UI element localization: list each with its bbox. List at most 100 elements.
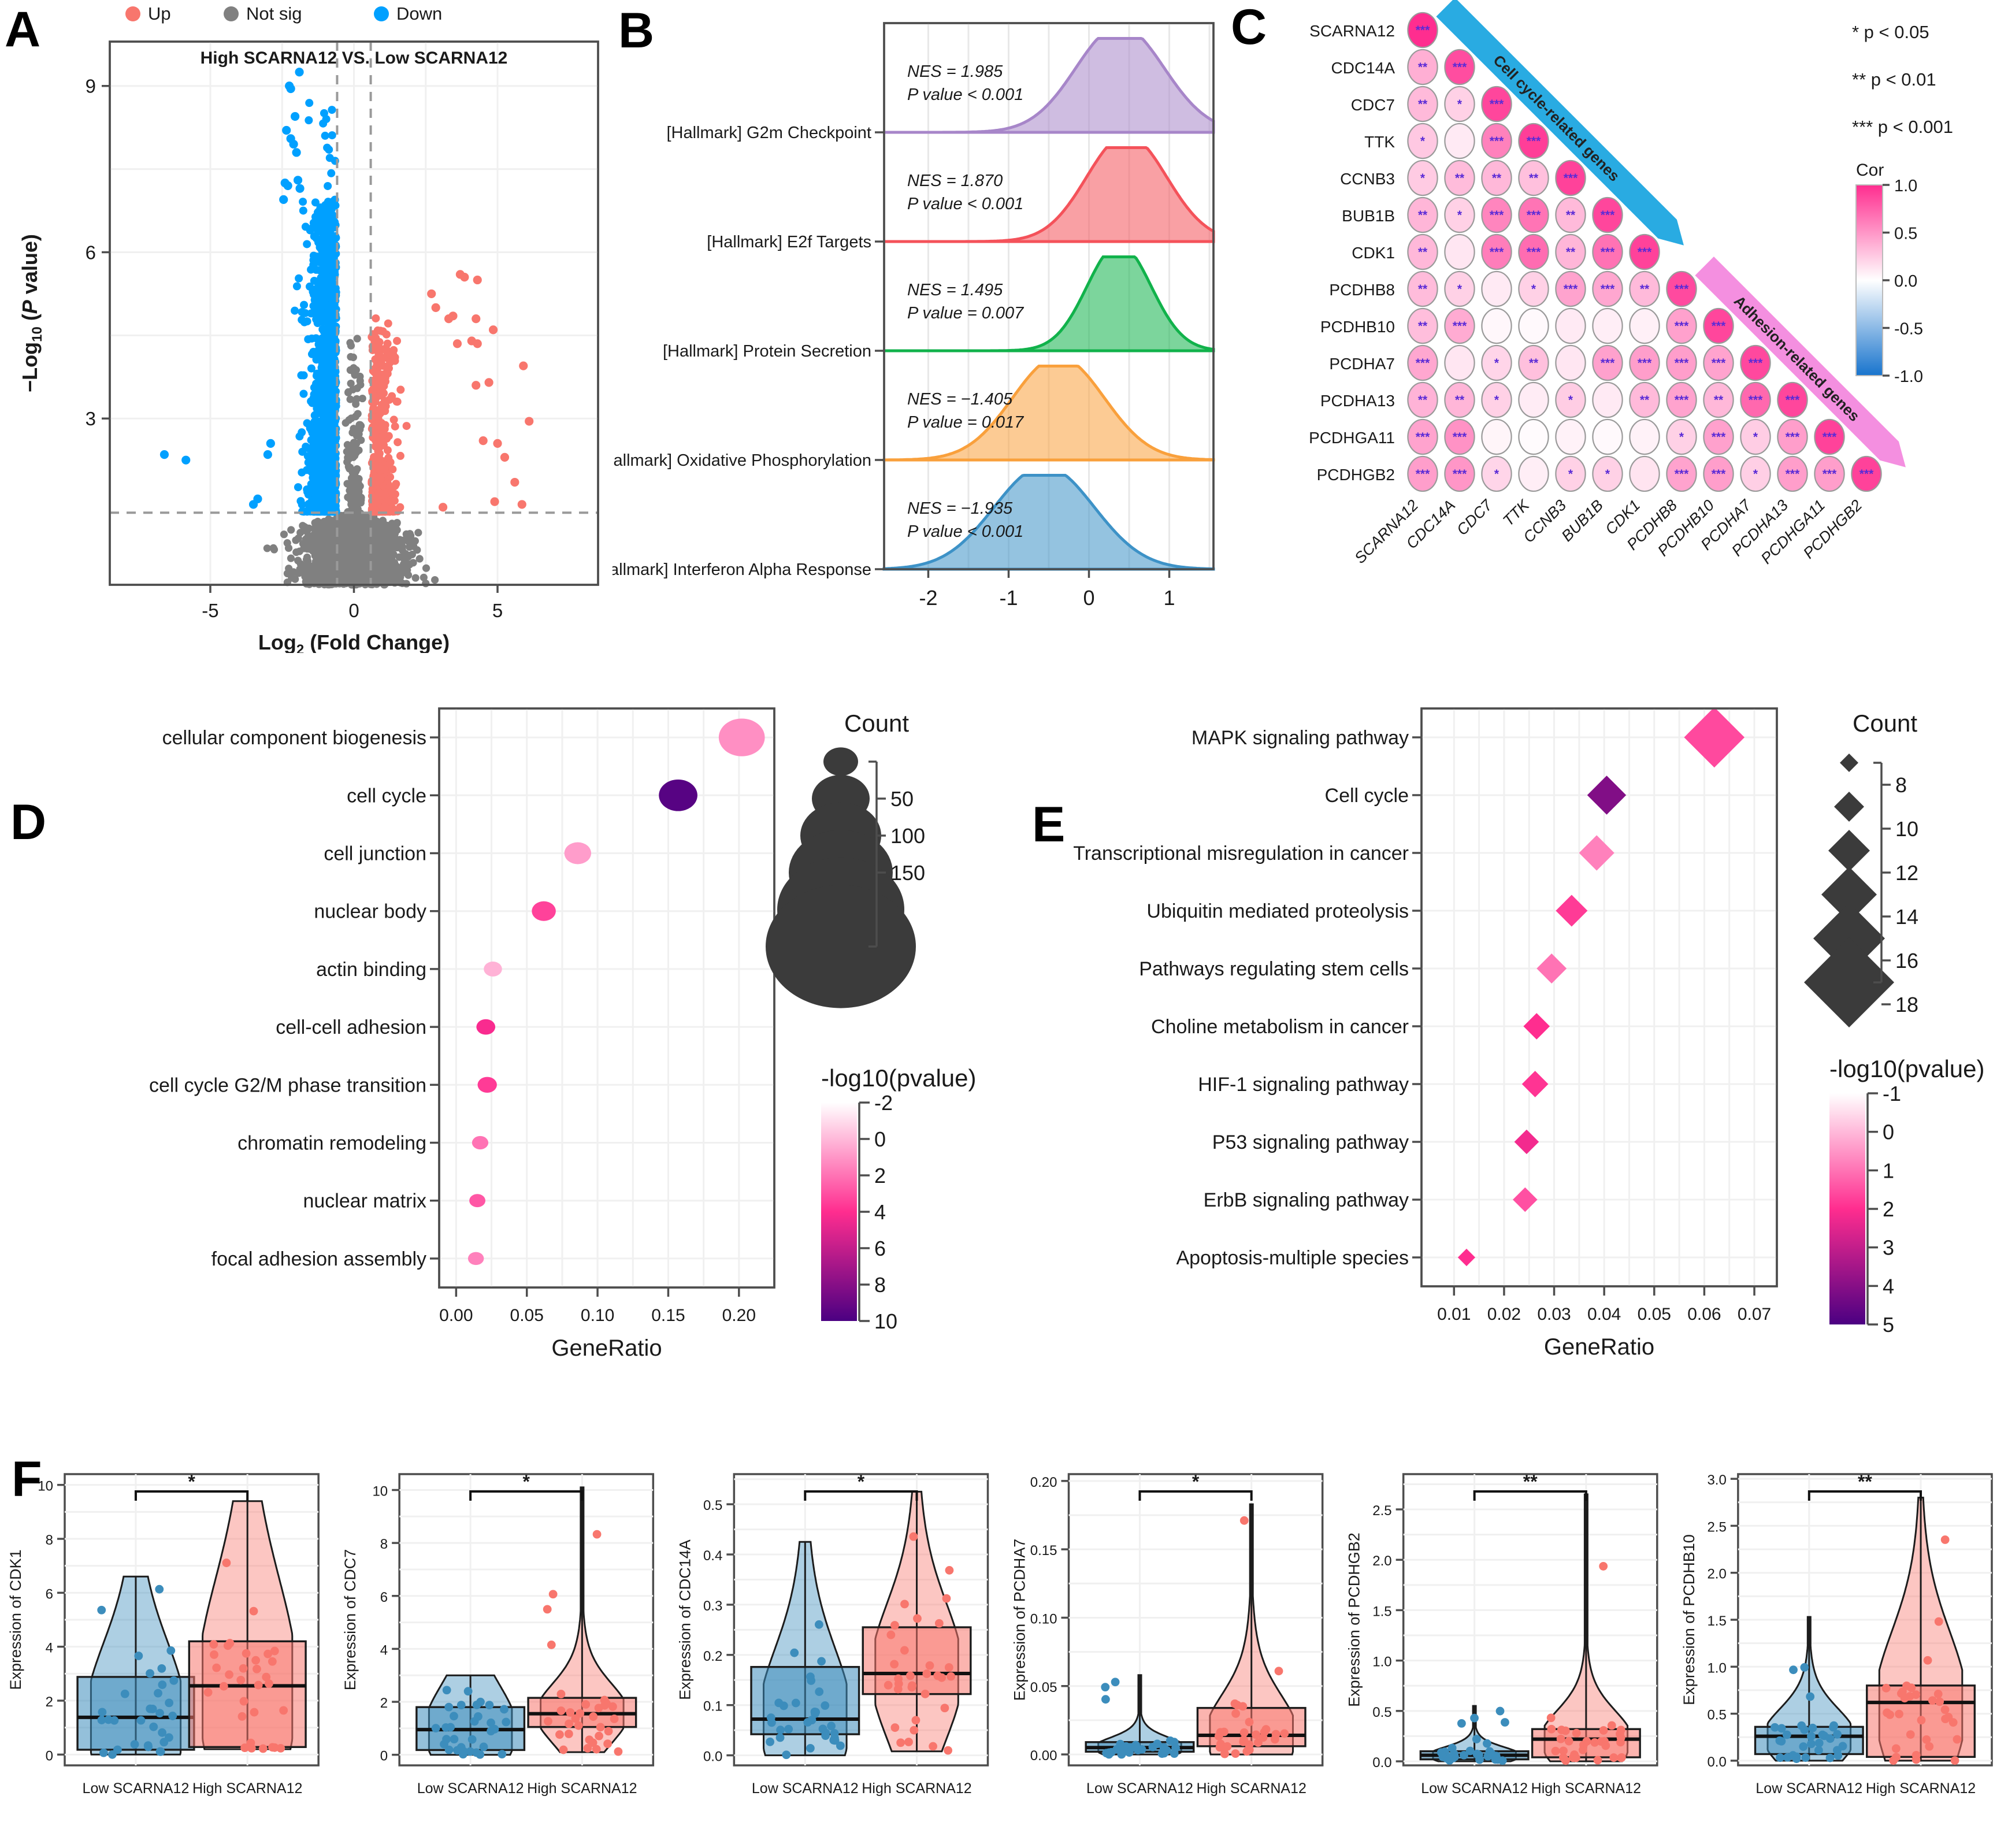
data-point [270, 1646, 279, 1656]
plot-frame [398, 1473, 655, 1767]
data-point [1800, 1663, 1809, 1672]
corr-signif: * [1531, 283, 1536, 296]
corr-cell [1629, 381, 1660, 418]
corr-cell [1740, 418, 1771, 455]
data-point [1789, 1665, 1798, 1675]
data-point [136, 1716, 146, 1725]
term-marker [1587, 775, 1627, 815]
y-tick-1: 2 [380, 1695, 388, 1711]
corr-cell [1555, 233, 1586, 270]
data-point [1953, 1735, 1962, 1744]
corr-cell [1703, 344, 1734, 381]
term-marker [564, 842, 592, 864]
corr-cell [1666, 344, 1697, 381]
cor-tick-2: 0.0 [1894, 272, 1917, 291]
data-point [1800, 1725, 1809, 1734]
y-tick-4: 0.20 [1030, 1475, 1057, 1490]
corr-cell [1481, 123, 1512, 159]
y-tick-2: 0.2 [703, 1649, 722, 1664]
box-high [1196, 1706, 1307, 1747]
corr-cell [1481, 307, 1512, 344]
data-point [1559, 1753, 1568, 1762]
corr-cell [1407, 12, 1438, 49]
data-point [894, 1674, 903, 1683]
data-point [1917, 1716, 1926, 1725]
data-point [222, 1558, 231, 1567]
data-point [1590, 1738, 1599, 1747]
signif-marker: * [1192, 1471, 1200, 1492]
data-point [1214, 1732, 1223, 1741]
corr-signif: ** [1714, 394, 1724, 407]
term-marker [1684, 707, 1745, 768]
corr-cell [1666, 455, 1697, 492]
corr-cell [1444, 307, 1475, 344]
term-marker [1457, 1248, 1476, 1267]
corr-cell [1666, 307, 1697, 344]
term-marker [476, 1019, 496, 1035]
data-point [790, 1648, 799, 1657]
data-point [1895, 1709, 1903, 1719]
data-point [803, 1718, 812, 1727]
corr-cell [1518, 307, 1549, 344]
term-marker [1579, 835, 1614, 871]
data-point [1801, 1753, 1810, 1762]
data-point [249, 1606, 258, 1616]
data-point [155, 1709, 164, 1718]
count-legend-title: Count [844, 710, 909, 737]
corr-signif: *** [1601, 357, 1615, 370]
data-point [610, 1715, 619, 1723]
ridge-pvalue-1: P value < 0.001 [907, 195, 1023, 213]
cor-tick-0: 1.0 [1894, 177, 1917, 195]
corr-cell [1481, 270, 1512, 307]
data-point [450, 1712, 458, 1721]
group-label-high: High SCARNA12 [1197, 1780, 1307, 1797]
data-point [1948, 1718, 1958, 1727]
data-point [1239, 1737, 1248, 1746]
corr-cell [1518, 381, 1549, 418]
data-point [146, 1669, 154, 1678]
corr-cell [1555, 381, 1586, 418]
panel-a-title: High SCARNA12 VS. Low SCARNA12 [201, 49, 508, 68]
y-tick-0: 0.0 [1372, 1755, 1391, 1771]
data-point [500, 1705, 509, 1714]
corr-cell [1444, 455, 1475, 492]
data-point [1934, 1617, 1943, 1626]
data-point [1833, 1730, 1842, 1739]
data-point [155, 1747, 165, 1756]
data-point [827, 1721, 836, 1731]
corr-signif: * [1494, 394, 1499, 407]
y-tick-1: 0.5 [1707, 1708, 1726, 1723]
term-label-2: Transcriptional misregulation in cancer [1073, 843, 1409, 864]
data-point [107, 1750, 117, 1759]
panel-a-svg: Up Not sig Down High SCARNA12 VS. Low SCARN… [18, 3, 599, 653]
row-label-PCDHB8: PCDHB8 [1329, 281, 1395, 299]
term-marker [484, 961, 502, 977]
term-label-5: cell-cell adhesion [276, 1016, 426, 1038]
corr-cell [1703, 455, 1734, 492]
data-point [925, 1661, 934, 1670]
count-tick-10: 10 [1895, 817, 1918, 841]
row-label-TTK: TTK [1364, 133, 1395, 151]
corr-cell [1555, 159, 1586, 196]
count-tick-12: 12 [1895, 861, 1918, 885]
data-point [921, 1690, 930, 1698]
ridge-3 [882, 365, 1215, 462]
data-point [1223, 1742, 1232, 1751]
term-marker [659, 779, 697, 811]
x-tick--5: -5 [202, 600, 218, 621]
term-marker [1523, 1013, 1550, 1040]
corr-cell [1518, 233, 1549, 270]
term-label-9: focal adhesion assembly [211, 1248, 426, 1270]
data-point [1470, 1713, 1479, 1723]
corr-signif: *** [1712, 431, 1726, 444]
data-point [1818, 1730, 1827, 1739]
corr-signif: * [1420, 172, 1426, 185]
signif-marker: * [858, 1471, 865, 1492]
corr-signif: * [1420, 135, 1426, 148]
y-tick-1: 0.05 [1030, 1680, 1057, 1695]
data-point [446, 1723, 455, 1732]
y-tick-1: 2 [46, 1694, 53, 1710]
panel-c-correlation-matrix: C Cell cycle-related genes Adhesion-relat… [1225, 0, 2008, 653]
data-point [1495, 1706, 1505, 1716]
data-point [1825, 1734, 1835, 1743]
